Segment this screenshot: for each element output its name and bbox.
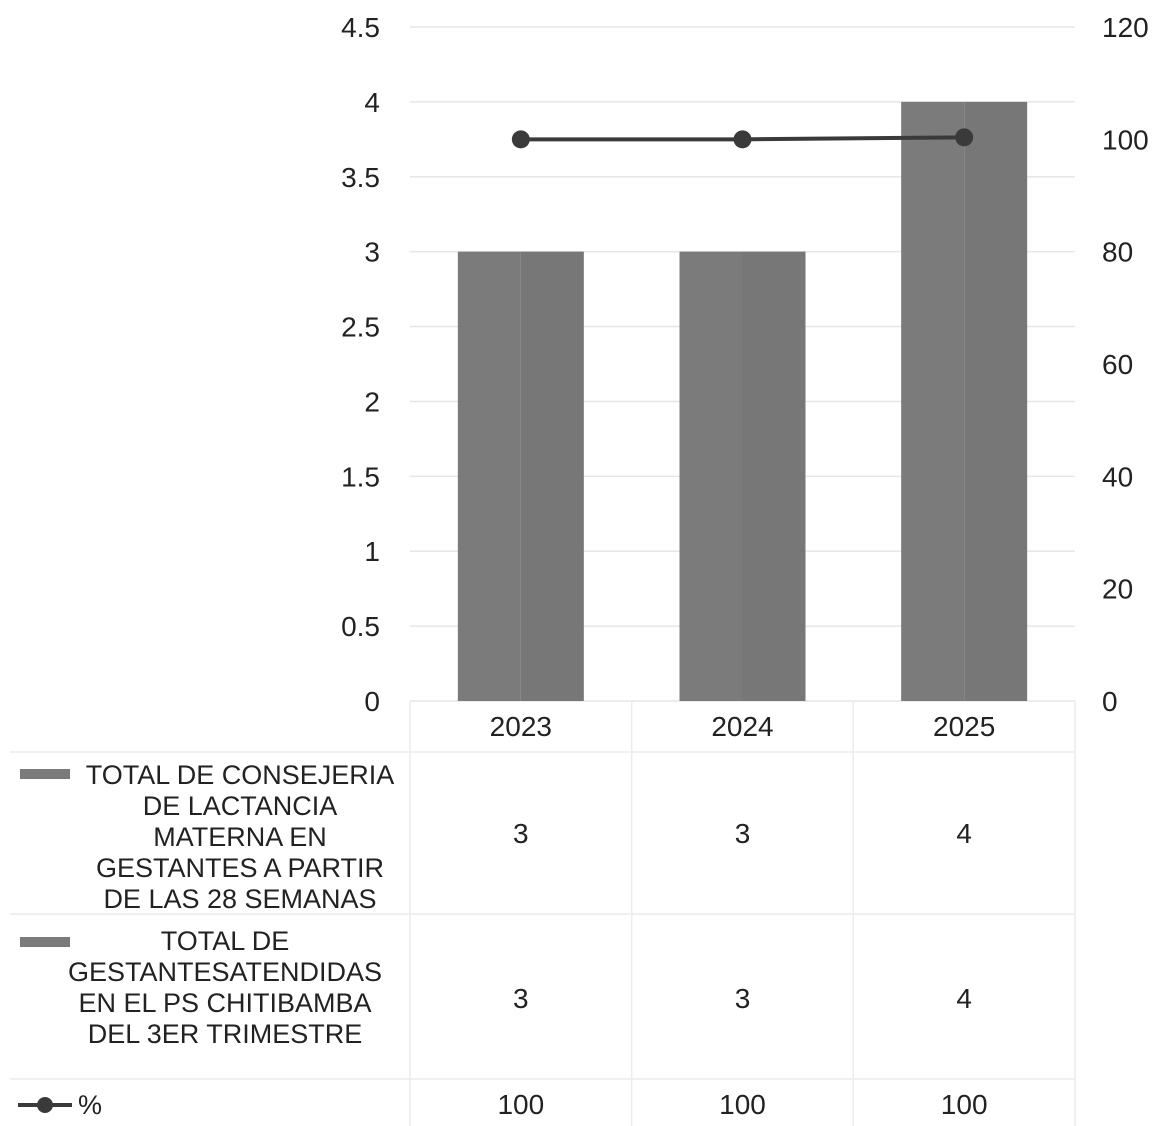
bar (964, 101, 1028, 701)
bar (457, 251, 521, 701)
y-right-tick-label: 120 (1102, 12, 1149, 43)
line-point (955, 128, 974, 147)
legend-label-gestantes: TOTAL DE GESTANTESATENDIDAS EN EL PS CHI… (67, 926, 383, 1049)
y-left-tick-label: 1.5 (341, 461, 380, 492)
x-category-label: 2025 (933, 711, 995, 742)
y-left-tick-label: 4 (364, 87, 380, 118)
table-cell: 100 (497, 1089, 544, 1120)
y-left-tick-label: 2.5 (341, 312, 380, 343)
x-category-label: 2024 (711, 711, 773, 742)
legend-label-consejeria: TOTAL DE CONSEJERIA DE LACTANCIA MATERNA… (85, 760, 395, 914)
y-left-tick-label: 1 (364, 536, 380, 567)
y-right-tick-label: 20 (1102, 574, 1133, 605)
table-cell: 3 (735, 983, 751, 1014)
line-point (511, 130, 530, 149)
y-left-tick-label: 2 (364, 386, 380, 417)
legend-key-consejeria (20, 769, 70, 779)
legend-key-gestantes (20, 937, 70, 947)
y-right-tick-label: 40 (1102, 461, 1133, 492)
table-cell: 4 (956, 818, 972, 849)
legend-key-percent-marker (37, 1097, 53, 1113)
table-cell: 100 (941, 1089, 988, 1120)
x-category-label: 2023 (490, 711, 552, 742)
y-left-tick-label: 3.5 (341, 162, 380, 193)
bar (901, 101, 965, 701)
y-right-tick-label: 60 (1102, 349, 1133, 380)
bar (679, 251, 743, 701)
y-left-tick-label: 3 (364, 237, 380, 268)
y-left-tick-label: 0.5 (341, 611, 380, 642)
y-left-tick-label: 0 (364, 686, 380, 717)
table-cell: 3 (735, 818, 751, 849)
table-cell: 3 (513, 818, 529, 849)
y-right-tick-label: 80 (1102, 237, 1133, 268)
table-cell: 4 (956, 983, 972, 1014)
line-point (733, 130, 752, 149)
legend-label-percent: % (78, 1090, 103, 1120)
bar (742, 251, 806, 701)
bar (520, 251, 584, 701)
table-cell: 100 (719, 1089, 766, 1120)
table-cell: 3 (513, 983, 529, 1014)
y-right-tick-label: 100 (1102, 124, 1149, 155)
y-left-tick-label: 4.5 (341, 12, 380, 43)
y-right-tick-label: 0 (1102, 686, 1118, 717)
